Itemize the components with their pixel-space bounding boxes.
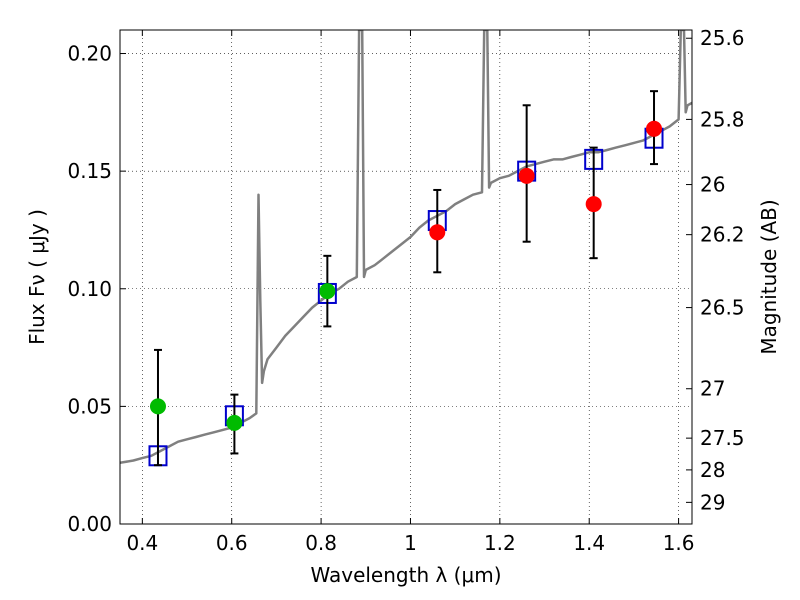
y-tick-label: 0.00 xyxy=(67,512,112,536)
plot-frame xyxy=(119,29,693,525)
y2-tick-label: 27.5 xyxy=(700,426,745,450)
x-tick-label: 1.6 xyxy=(663,531,695,555)
y-tick-label: 0.05 xyxy=(67,394,112,418)
y2-tick-label: 26.2 xyxy=(700,223,745,247)
observed-point xyxy=(429,224,446,241)
x-tick-label: 1.2 xyxy=(484,531,516,555)
y2-tick-label: 27 xyxy=(700,377,725,401)
x-tick-label: 0.6 xyxy=(216,531,248,555)
observed-point xyxy=(646,120,663,137)
observed-point xyxy=(585,196,602,213)
observed-point xyxy=(518,167,535,184)
y2-tick-label: 25.8 xyxy=(700,107,745,131)
x-axis-label: Wavelength λ (μm) xyxy=(310,563,501,587)
y-axis-label: Flux Fν ( μJy ) xyxy=(25,209,49,345)
x-tick-label: 0.8 xyxy=(305,531,337,555)
plot-area xyxy=(120,30,692,467)
y2-tick-label: 29 xyxy=(700,490,725,514)
x-tick-label: 1 xyxy=(404,531,417,555)
x-tick-label: 0.4 xyxy=(126,531,158,555)
y2-tick-label: 26 xyxy=(700,173,725,197)
y-tick-label: 0.20 xyxy=(67,42,112,66)
observed-point xyxy=(319,283,336,300)
observed-point xyxy=(149,398,166,415)
axis-ticks: 0.4 0.6 0.8 1 1.2 1.4 1.6 0.00 0.05 0.10 0.15 0.20 2… xyxy=(67,26,744,555)
x-tick-label: 1.4 xyxy=(573,531,605,555)
y-tick-label: 0.15 xyxy=(67,159,112,183)
y2-tick-label: 26.5 xyxy=(700,296,745,320)
grid-lines xyxy=(120,30,692,524)
y2-tick-label: 25.6 xyxy=(700,26,745,50)
y2-axis-label: Magnitude (AB) xyxy=(757,199,781,354)
observed-point xyxy=(226,414,243,431)
y-tick-label: 0.10 xyxy=(67,277,112,301)
y2-tick-label: 28 xyxy=(700,458,725,482)
